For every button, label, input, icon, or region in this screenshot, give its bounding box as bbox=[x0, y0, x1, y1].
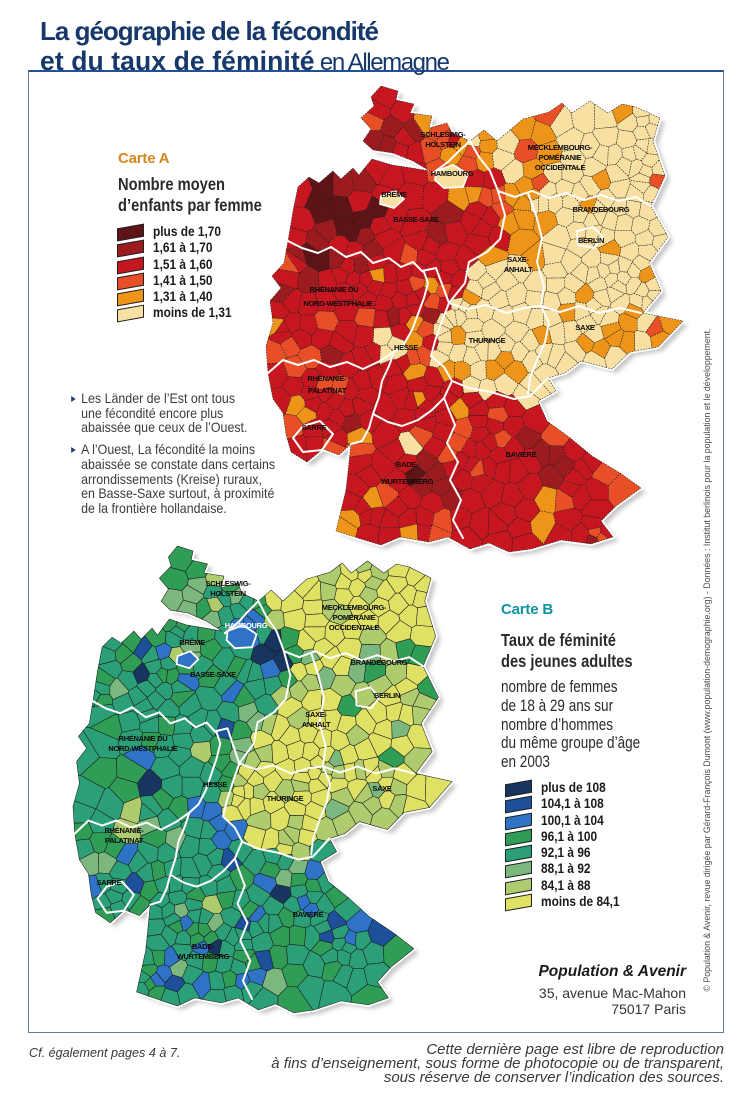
svg-text:POMÉRANIE: POMÉRANIE bbox=[333, 613, 376, 622]
svg-text:SAXE-: SAXE- bbox=[305, 710, 327, 719]
svg-text:BASSE-SAXE: BASSE-SAXE bbox=[393, 215, 439, 224]
svg-text:MECKLEMBOURG-: MECKLEMBOURG- bbox=[322, 603, 387, 612]
svg-text:RHÉNANIE-: RHÉNANIE- bbox=[105, 826, 145, 835]
svg-text:HOLSTEIN: HOLSTEIN bbox=[425, 140, 461, 149]
svg-text:BAVIÈRE: BAVIÈRE bbox=[506, 450, 537, 459]
svg-text:HAMBOURG: HAMBOURG bbox=[431, 169, 474, 178]
svg-text:SAXE: SAXE bbox=[575, 323, 595, 332]
svg-text:BRANDEBOURG: BRANDEBOURG bbox=[351, 658, 408, 667]
svg-text:BADE-: BADE- bbox=[396, 460, 419, 469]
svg-text:SARRE: SARRE bbox=[302, 423, 327, 432]
svg-text:SAXE: SAXE bbox=[372, 784, 392, 793]
svg-text:MECKLEMBOURG-: MECKLEMBOURG- bbox=[528, 143, 593, 152]
svg-text:BAVIÈRE: BAVIÈRE bbox=[293, 910, 324, 919]
svg-text:OCCIDENTALE: OCCIDENTALE bbox=[535, 163, 586, 172]
svg-text:SARRE: SARRE bbox=[97, 878, 122, 887]
svg-text:HESSE: HESSE bbox=[394, 343, 418, 352]
svg-text:WURTEMBERG: WURTEMBERG bbox=[177, 952, 230, 961]
svg-text:HOLSTEIN: HOLSTEIN bbox=[210, 589, 246, 598]
svg-text:SAXE-: SAXE- bbox=[507, 255, 529, 264]
svg-text:BRANDEBOURG: BRANDEBOURG bbox=[573, 205, 630, 214]
svg-text:BERLIN: BERLIN bbox=[578, 236, 604, 245]
svg-text:PALATINAT: PALATINAT bbox=[308, 386, 347, 395]
svg-text:RHÉNANIE DU: RHÉNANIE DU bbox=[310, 285, 359, 294]
svg-text:THURINGE: THURINGE bbox=[469, 336, 506, 345]
svg-text:BERLIN: BERLIN bbox=[374, 691, 400, 700]
svg-text:HESSE: HESSE bbox=[203, 780, 227, 789]
svg-text:SCHLESWIG-: SCHLESWIG- bbox=[421, 130, 467, 139]
svg-text:NORD-WESTPHALIE: NORD-WESTPHALIE bbox=[303, 299, 373, 308]
svg-text:PALATINAT: PALATINAT bbox=[105, 836, 144, 845]
svg-text:POMÉRANIE: POMÉRANIE bbox=[539, 153, 582, 162]
svg-text:THURINGE: THURINGE bbox=[267, 794, 304, 803]
svg-text:BADE-: BADE- bbox=[192, 942, 215, 951]
svg-text:RHÉNANIE-: RHÉNANIE- bbox=[308, 374, 348, 383]
svg-text:BASSE-SAXE: BASSE-SAXE bbox=[190, 670, 236, 679]
svg-text:OCCIDENTALE: OCCIDENTALE bbox=[329, 623, 380, 632]
svg-text:RHÉNANIE DU: RHÉNANIE DU bbox=[119, 734, 168, 743]
svg-text:BRÊME: BRÊME bbox=[381, 190, 407, 199]
svg-text:HAMBOURG: HAMBOURG bbox=[225, 621, 268, 630]
svg-text:SCHLESWIG-: SCHLESWIG- bbox=[206, 579, 252, 588]
svg-text:ANHALT: ANHALT bbox=[504, 265, 533, 274]
svg-text:NORD-WESTPHALIE: NORD-WESTPHALIE bbox=[108, 744, 178, 753]
svg-text:BRÊME: BRÊME bbox=[179, 638, 205, 647]
svg-text:ANHALT: ANHALT bbox=[302, 720, 331, 729]
svg-text:WURTEMBERG: WURTEMBERG bbox=[381, 477, 434, 486]
